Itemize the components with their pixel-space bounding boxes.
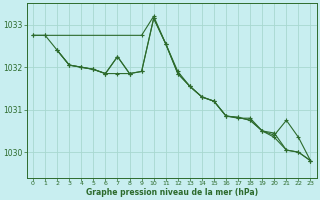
X-axis label: Graphe pression niveau de la mer (hPa): Graphe pression niveau de la mer (hPa) (86, 188, 258, 197)
